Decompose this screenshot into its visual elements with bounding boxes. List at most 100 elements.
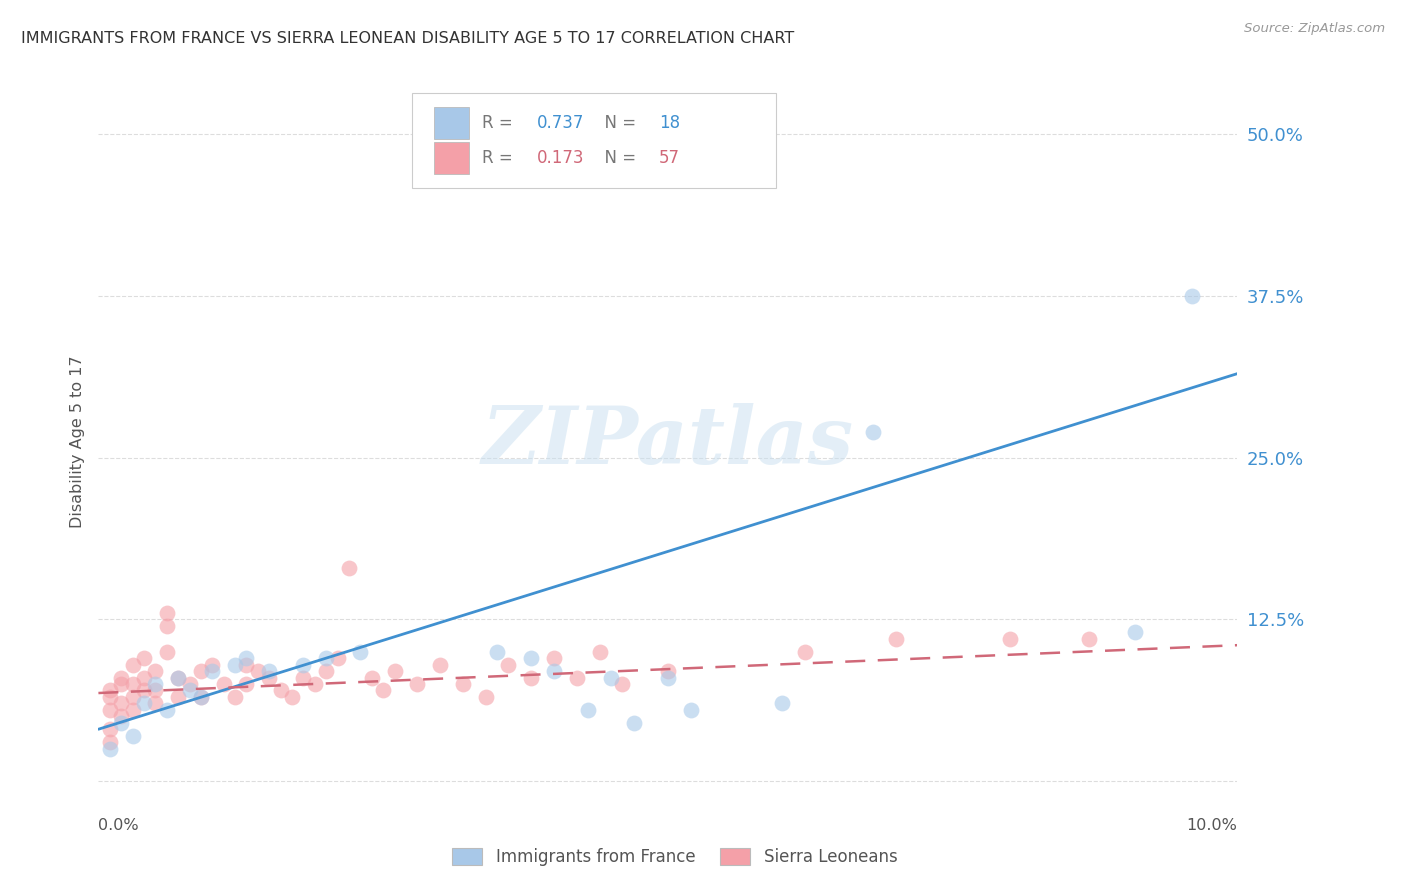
Text: 0.737: 0.737 [537,114,585,132]
Point [110,715,132,730]
Point [201,664,224,678]
Point [132,697,155,711]
Point [121,677,143,691]
Point [145,697,167,711]
FancyBboxPatch shape [412,93,776,188]
Point [770,697,793,711]
Point [132,651,155,665]
Point [292,671,315,685]
Point [612,677,634,691]
Point [543,664,565,678]
Point [121,729,143,743]
Point [110,709,132,723]
Point [474,690,496,704]
Point [98,723,121,737]
FancyBboxPatch shape [434,142,468,174]
Point [793,645,815,659]
Text: IMMIGRANTS FROM FRANCE VS SIERRA LEONEAN DISABILITY AGE 5 TO 17 CORRELATION CHAR: IMMIGRANTS FROM FRANCE VS SIERRA LEONEAN… [21,31,794,46]
Point [145,677,167,691]
Point [98,690,121,704]
Point [110,677,132,691]
Point [167,671,190,685]
Point [1181,289,1204,303]
Text: 0.173: 0.173 [537,149,585,168]
Point [132,671,155,685]
Point [679,703,702,717]
Y-axis label: Disability Age 5 to 17: Disability Age 5 to 17 [69,355,84,528]
Point [360,671,382,685]
Point [110,697,132,711]
Legend: Immigrants from France, Sierra Leoneans: Immigrants from France, Sierra Leoneans [444,840,905,875]
Point [1078,632,1101,646]
Point [190,690,212,704]
Point [259,664,281,678]
Text: R =: R = [482,114,519,132]
Point [349,645,371,659]
Point [179,677,201,691]
Point [167,671,190,685]
Point [235,651,257,665]
Point [657,671,679,685]
Point [588,645,610,659]
Point [498,657,520,672]
Point [121,657,143,672]
Text: 57: 57 [659,149,679,168]
Point [259,671,281,685]
Point [224,657,246,672]
Point [406,677,429,691]
Point [132,683,155,698]
Point [384,664,406,678]
Point [167,690,190,704]
Point [235,657,257,672]
Point [98,683,121,698]
Point [235,677,257,691]
FancyBboxPatch shape [434,107,468,138]
Point [224,690,246,704]
Point [121,703,143,717]
Point [98,703,121,717]
Point [1123,625,1146,640]
Point [156,619,179,633]
Point [292,657,315,672]
Text: N =: N = [593,149,641,168]
Point [110,671,132,685]
Point [623,715,645,730]
Point [179,683,201,698]
Point [145,683,167,698]
Text: 10.0%: 10.0% [1187,818,1237,832]
Text: R =: R = [482,149,519,168]
Point [270,683,292,698]
Point [315,651,337,665]
Point [337,560,360,574]
Point [156,606,179,620]
Point [156,645,179,659]
Text: Source: ZipAtlas.com: Source: ZipAtlas.com [1244,22,1385,36]
Point [98,735,121,749]
Point [657,664,679,678]
Point [304,677,326,691]
Point [190,664,212,678]
Point [201,657,224,672]
Point [212,677,235,691]
Point [862,425,884,439]
Point [884,632,907,646]
Point [98,741,121,756]
Point [315,664,337,678]
Point [486,645,509,659]
Text: 18: 18 [659,114,681,132]
Point [576,703,599,717]
Point [281,690,304,704]
Point [451,677,474,691]
Point [520,671,543,685]
Point [565,671,588,685]
Point [600,671,623,685]
Point [145,664,167,678]
Point [373,683,395,698]
Point [121,690,143,704]
Point [246,664,269,678]
Point [520,651,543,665]
Text: 0.0%: 0.0% [98,818,139,832]
Point [998,632,1021,646]
Point [190,690,212,704]
Point [543,651,565,665]
